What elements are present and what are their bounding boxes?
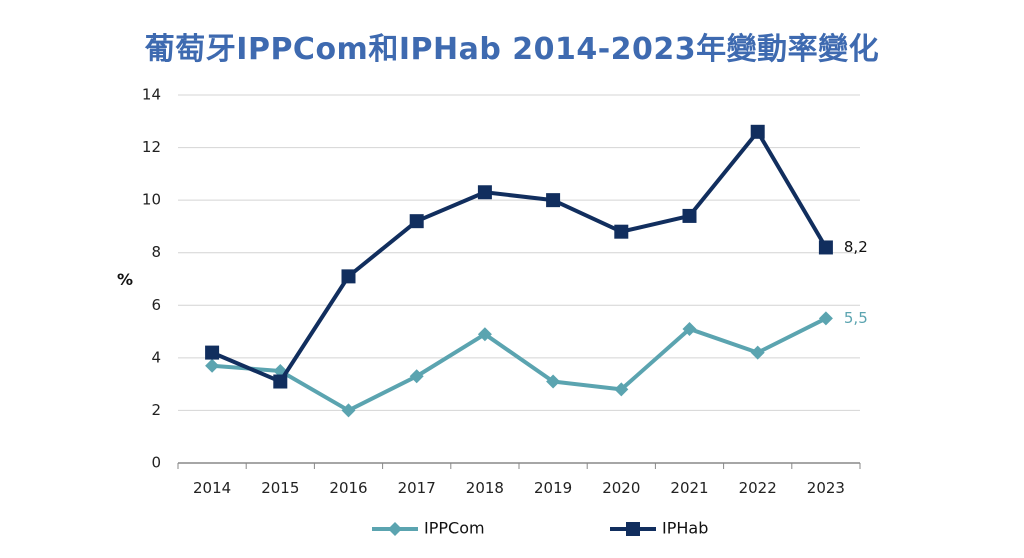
x-tick-label: 2018	[466, 479, 504, 497]
data-point-iphab	[546, 193, 561, 208]
data-point-iphab	[682, 208, 697, 223]
data-label-ippcom: 5,5	[844, 309, 868, 327]
data-point-ippcom	[409, 369, 424, 384]
x-tick-label: 2019	[534, 479, 572, 497]
axes: 0 2 4 6 8 10 12 14 2014 2015 2016 2017 2018 2019 2020 2…	[142, 86, 861, 497]
data-point-iphab	[818, 240, 833, 255]
y-tick-label: 0	[151, 454, 161, 472]
y-tick-label: 2	[151, 401, 161, 419]
legend: IPPCom IPHab	[372, 519, 708, 538]
series-line-ippcom	[211, 316, 827, 413]
data-point-ippcom	[205, 358, 220, 373]
y-axis-label: %	[117, 270, 133, 289]
data-point-iphab	[614, 224, 629, 239]
legend-marker-iphab	[626, 522, 640, 536]
series-line-iphab	[211, 129, 828, 384]
x-tick-label: 2023	[807, 479, 845, 497]
x-tick-label: 2021	[670, 479, 708, 497]
data-point-ippcom	[546, 374, 561, 389]
legend-label-iphab: IPHab	[662, 519, 708, 538]
y-tick-label: 14	[142, 86, 161, 104]
y-tick-label: 12	[142, 138, 161, 156]
x-tick-label: 2015	[261, 479, 299, 497]
x-tick-label: 2016	[329, 479, 367, 497]
data-point-ippcom	[750, 345, 765, 360]
chart-title: 葡萄牙IPPCom和IPHab 2014-2023年變動率變化	[144, 32, 880, 67]
legend-marker-ippcom	[388, 522, 402, 536]
data-point-ippcom	[682, 321, 697, 336]
gridlines	[178, 94, 860, 411]
data-point-iphab	[477, 185, 492, 200]
legend-label-ippcom: IPPCom	[424, 519, 485, 538]
data-point-ippcom	[614, 382, 629, 397]
y-tick-label: 6	[151, 296, 161, 314]
x-tick-label: 2014	[193, 479, 231, 497]
data-point-ippcom	[818, 311, 833, 326]
y-tick-label: 8	[151, 243, 161, 261]
series-layer: 5,5 8,2	[205, 124, 868, 418]
x-tick-label: 2022	[739, 479, 777, 497]
data-point-ippcom	[477, 327, 492, 342]
data-point-iphab	[273, 374, 288, 389]
data-point-iphab	[750, 124, 765, 139]
x-tick-label: 2017	[398, 479, 436, 497]
data-point-iphab	[205, 345, 220, 360]
data-point-iphab	[341, 269, 356, 284]
data-point-ippcom	[341, 403, 356, 418]
y-tick-label: 4	[151, 348, 161, 366]
data-label-iphab: 8,2	[844, 238, 868, 256]
y-tick-label: 10	[142, 191, 161, 209]
x-tick-label: 2020	[602, 479, 640, 497]
data-point-iphab	[409, 214, 424, 229]
